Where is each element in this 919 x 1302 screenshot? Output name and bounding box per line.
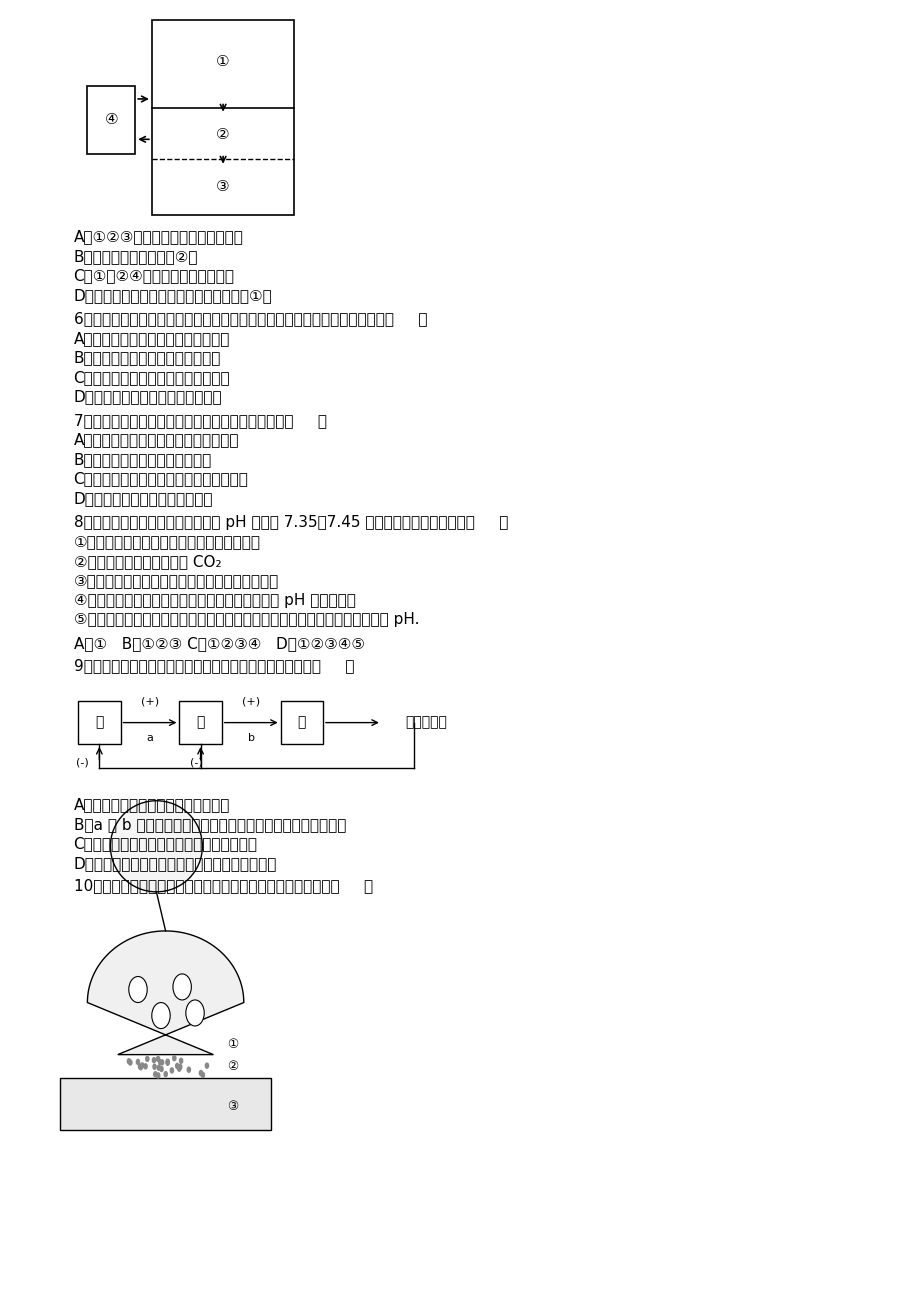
Text: A．可遗传的变异是生物进化的原始材料: A．可遗传的变异是生物进化的原始材料 (74, 432, 239, 448)
Circle shape (139, 1064, 143, 1070)
Text: 8．科学家通过研究发现，人血液的 pH 通常在 7.35～7.45 之间，变化不大的原因是（     ）: 8．科学家通过研究发现，人血液的 pH 通常在 7.35～7.45 之间，变化不… (74, 514, 507, 530)
Text: B．乙酰胆碱可以存在于②中: B．乙酰胆碱可以存在于②中 (74, 249, 198, 264)
Text: A．甲与乙结构分别表示下丘脑和垂体: A．甲与乙结构分别表示下丘脑和垂体 (74, 797, 230, 812)
Text: ④: ④ (105, 112, 118, 128)
Circle shape (156, 1065, 161, 1072)
Text: ②通过呼吸系统可不断排出 CO₂: ②通过呼吸系统可不断排出 CO₂ (74, 553, 221, 569)
Circle shape (172, 1055, 176, 1061)
Circle shape (128, 1060, 132, 1066)
Text: 7．现代进化论与达尔文进化论观点比较，不同的是（     ）: 7．现代进化论与达尔文进化论观点比较，不同的是（ ） (74, 413, 326, 428)
Text: C．鹿奔跑速度的加快可加速狼的进化: C．鹿奔跑速度的加快可加速狼的进化 (74, 370, 230, 385)
Text: a: a (146, 733, 153, 743)
Circle shape (129, 976, 147, 1003)
Text: (-): (-) (189, 758, 202, 767)
Text: A．①   B．①②③ C．①②③④   D．①②③④⑤: A．① B．①②③ C．①②③④ D．①②③④⑤ (74, 635, 364, 651)
Text: 乙: 乙 (196, 716, 205, 729)
Circle shape (177, 1064, 182, 1070)
Text: D．自然选择是环境对生物的选择: D．自然选择是环境对生物的选择 (74, 491, 213, 506)
Text: 甲: 甲 (95, 716, 104, 729)
Text: D．正常情况下，蛋白质水解酶不会存在于①中: D．正常情况下，蛋白质水解酶不会存在于①中 (74, 288, 272, 303)
Circle shape (158, 1059, 163, 1065)
PathPatch shape (87, 931, 244, 1055)
Text: C．乙结构的活动只受甲结构分泌激素的调节: C．乙结构的活动只受甲结构分泌激素的调节 (74, 836, 257, 852)
Circle shape (173, 974, 191, 1000)
Bar (152, 20, 294, 215)
Text: 9．如图表示甲状腺活动调节的示意图，下列说法错误的是（     ）: 9．如图表示甲状腺活动调节的示意图，下列说法错误的是（ ） (74, 658, 354, 673)
Circle shape (164, 1070, 168, 1077)
Circle shape (135, 1059, 140, 1065)
Text: B．自然选择决定生物进化的方向: B．自然选择决定生物进化的方向 (74, 452, 211, 467)
Text: ④神经系统对呼吸运动强度的调节有利于维持血液 pH 的相对稳定: ④神经系统对呼吸运动强度的调节有利于维持血液 pH 的相对稳定 (74, 592, 355, 608)
Circle shape (145, 1056, 150, 1062)
Circle shape (140, 1062, 144, 1069)
Text: 甲状腺激素: 甲状腺激素 (404, 716, 447, 729)
Circle shape (200, 1072, 205, 1078)
Text: 6．狼和鹿是捕食和被捕食的关系，从进化的角度分析下列说法，不正确的是（     ）: 6．狼和鹿是捕食和被捕食的关系，从进化的角度分析下列说法，不正确的是（ ） (74, 311, 426, 327)
Text: A．狼在客观上起着促进鹿发展的作用: A．狼在客观上起着促进鹿发展的作用 (74, 331, 230, 346)
Text: ①血液中存在对血液酸碱度起缓冲作用的物质: ①血液中存在对血液酸碱度起缓冲作用的物质 (74, 534, 260, 549)
Circle shape (187, 1066, 191, 1073)
Text: B．狼的存在有利于增加物种多样性: B．狼的存在有利于增加物种多样性 (74, 350, 221, 366)
Circle shape (155, 1056, 160, 1062)
Text: D．鹿的进化速度比狼的进化速度快: D．鹿的进化速度比狼的进化速度快 (74, 389, 222, 405)
Text: ③: ③ (216, 178, 229, 194)
Text: C．种群基因频率的改变是生物进化的实质: C．种群基因频率的改变是生物进化的实质 (74, 471, 248, 487)
Circle shape (199, 1070, 203, 1077)
Text: C．①与②④相比含有较多的蛋白质: C．①与②④相比含有较多的蛋白质 (74, 268, 234, 284)
Text: ①: ① (216, 53, 229, 69)
Circle shape (165, 1059, 170, 1065)
Circle shape (153, 1064, 157, 1070)
Circle shape (176, 1065, 181, 1072)
Circle shape (155, 1072, 160, 1078)
Circle shape (159, 1066, 164, 1073)
Text: ②: ② (216, 126, 229, 142)
Circle shape (127, 1059, 131, 1065)
Circle shape (152, 1003, 170, 1029)
Text: B．a 与 b 物质分别表示促甲状腺激素释放激素和促甲状腺激素: B．a 与 b 物质分别表示促甲状腺激素释放激素和促甲状腺激素 (74, 816, 346, 832)
Circle shape (165, 1060, 170, 1066)
Circle shape (175, 1062, 179, 1069)
Bar (87, 86, 135, 154)
Bar (179, 700, 221, 743)
Bar (280, 700, 323, 743)
Circle shape (143, 1064, 148, 1070)
Circle shape (152, 1057, 156, 1064)
Text: A．①②③依次为淡巴、血浆、组织液: A．①②③依次为淡巴、血浆、组织液 (74, 229, 244, 245)
Circle shape (138, 1064, 142, 1070)
Circle shape (153, 1072, 157, 1078)
Text: ③血浆中过多的碳酸氢盐可以经肆脏随尿排出体外: ③血浆中过多的碳酸氢盐可以经肆脏随尿排出体外 (74, 573, 278, 589)
Circle shape (178, 1057, 183, 1064)
Text: (+): (+) (141, 697, 159, 707)
Text: (-): (-) (76, 758, 89, 767)
Text: D．血液中的甲状腺激素含量起着反馈调节的作用: D．血液中的甲状腺激素含量起着反馈调节的作用 (74, 855, 277, 871)
Circle shape (160, 1059, 165, 1065)
Text: b: b (247, 733, 255, 743)
Bar (78, 700, 120, 743)
Circle shape (186, 1000, 204, 1026)
Bar (60, 1078, 271, 1130)
Text: ③: ③ (227, 1100, 238, 1113)
Text: ①: ① (227, 1038, 238, 1051)
Circle shape (169, 1068, 174, 1074)
Text: 丙: 丙 (297, 716, 306, 729)
Text: (+): (+) (242, 697, 260, 707)
Text: 10．图是突触的亚显微结构模式图，下列有关叙述，错误的是（     ）: 10．图是突触的亚显微结构模式图，下列有关叙述，错误的是（ ） (74, 878, 372, 893)
Circle shape (204, 1062, 209, 1069)
Text: ⑤食物中的碱性物质与新陈代谢产生的酸性物质所构成的缓冲对调节了血液的 pH.: ⑤食物中的碱性物质与新陈代谢产生的酸性物质所构成的缓冲对调节了血液的 pH. (74, 612, 419, 628)
Text: ②: ② (227, 1060, 238, 1073)
Ellipse shape (110, 801, 202, 892)
